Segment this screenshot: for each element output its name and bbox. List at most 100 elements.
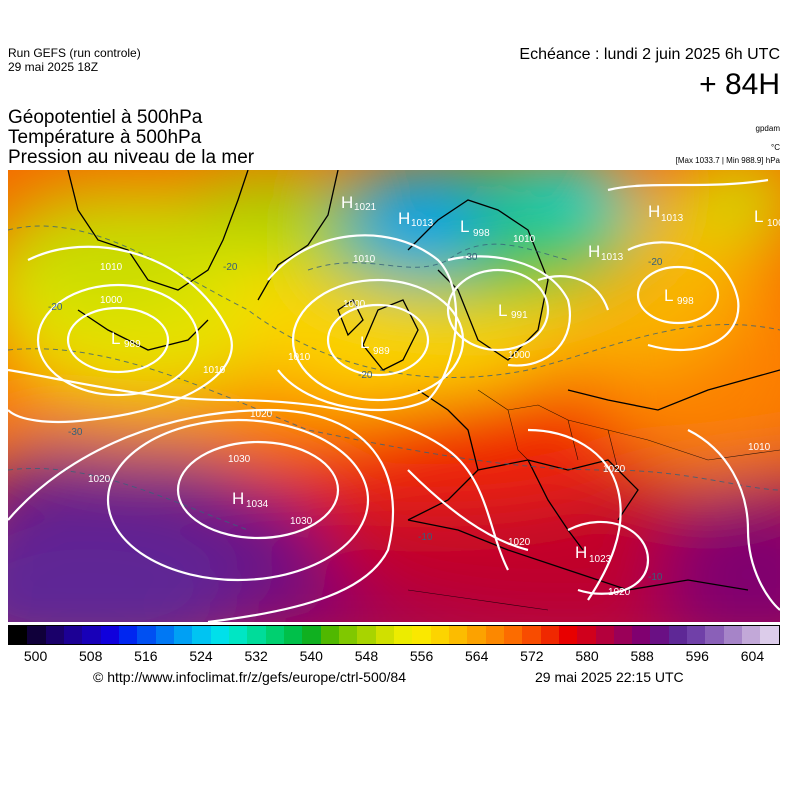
pressure-center: L 989 <box>360 333 390 357</box>
color-swatch <box>412 626 431 644</box>
pressure-center: L 998 <box>664 286 694 307</box>
isotherm-label: -20 <box>223 262 238 273</box>
color-swatch <box>173 626 193 644</box>
color-swatch <box>302 626 321 644</box>
isotherm-label: -20 <box>648 257 663 268</box>
pressure-center-type: H <box>398 209 410 228</box>
isobar-labels: 1010 1000 1010 1010 1000 1020 1030 1030 … <box>88 234 771 598</box>
color-scale-tick: 532 <box>244 648 268 664</box>
color-swatch <box>9 626 28 644</box>
isotherm-label: -20 <box>48 302 63 313</box>
color-swatch <box>137 626 156 644</box>
color-swatch <box>742 626 761 644</box>
borders <box>407 389 780 611</box>
color-scale-tick: 556 <box>409 648 434 664</box>
pressure-center-type: H <box>232 489 244 508</box>
isobar-label: 1000 <box>508 350 531 361</box>
isobar-label: 1030 <box>228 454 251 465</box>
isobar-label: 1000 <box>343 299 366 310</box>
isobar-label: 1020 <box>250 409 273 420</box>
pressure-center-type: H <box>588 242 600 261</box>
color-scale-tick: 604 <box>740 648 765 664</box>
isobar-label: 1010 <box>748 442 771 453</box>
color-swatch <box>210 626 229 644</box>
color-swatch <box>540 626 559 644</box>
pressure-center-type: H <box>648 202 660 221</box>
isobars <box>8 178 780 622</box>
run-date: 29 mai 2025 18Z <box>8 60 99 74</box>
color-scale-tick: 580 <box>575 648 599 664</box>
title-temperature: Température à 500hPa <box>8 127 202 148</box>
color-swatch <box>247 626 266 644</box>
pressure-center: L 100 <box>754 207 780 229</box>
weather-map: 1010 1000 1010 1010 1000 1020 1030 1030 … <box>8 170 780 622</box>
color-swatch <box>228 626 248 644</box>
color-scale-tick: 564 <box>465 648 489 664</box>
pressure-center-type: L <box>460 217 469 236</box>
color-swatch <box>82 626 101 644</box>
color-scale-tick: 516 <box>134 648 158 664</box>
isobar-label: 1020 <box>508 537 531 548</box>
pressure-center-value: 998 <box>473 228 490 239</box>
color-swatch <box>687 626 706 644</box>
pressure-center-value: 1013 <box>601 252 624 263</box>
color-scale <box>8 625 780 645</box>
isobar-label: 1010 <box>288 352 311 363</box>
isotherms <box>8 225 780 531</box>
pressure-center: L 998 <box>460 217 490 239</box>
isotherm-label: -30 <box>463 252 478 263</box>
pressure-center-value: 100 <box>767 218 780 229</box>
color-swatch <box>522 626 541 644</box>
pressure-center: H 1021 <box>341 193 377 213</box>
isotherm-labels: -20 -30 -20 -10 -20 -10 -30 -20 <box>48 252 663 583</box>
color-swatch <box>155 626 174 644</box>
color-swatch <box>45 626 64 644</box>
pressure-center-value: 989 <box>373 346 390 357</box>
color-swatch <box>320 626 339 644</box>
run-info: Run GEFS (run controle) 29 mai 2025 18Z <box>8 46 141 74</box>
pressure-center-value: 991 <box>511 310 528 321</box>
color-swatch <box>118 626 138 644</box>
isobar-label: 1020 <box>88 474 111 485</box>
pressure-center-value: 989 <box>124 339 141 350</box>
color-swatch <box>467 626 486 644</box>
pressure-center-value: 1023 <box>589 554 612 565</box>
pressure-center: H 1013 <box>398 209 434 229</box>
color-swatch <box>503 626 523 644</box>
pressure-max-min: [Max 1033.7 | Min 988.9] hPa <box>675 156 780 165</box>
color-scale-tick: 540 <box>299 648 323 664</box>
isobar-label: 1020 <box>603 464 626 475</box>
pressure-center-type: L <box>111 329 120 348</box>
color-swatch <box>650 626 669 644</box>
color-swatch <box>668 626 688 644</box>
color-swatch <box>192 626 211 644</box>
color-scale-tick: 500 <box>23 648 48 664</box>
color-swatch <box>357 626 376 644</box>
pressure-center-type: L <box>360 333 369 352</box>
color-swatch <box>577 626 596 644</box>
pressure-center-value: 1021 <box>354 202 377 213</box>
color-swatch <box>632 626 651 644</box>
color-swatch <box>723 626 743 644</box>
map-titles: Géopotentiel à 500hPa Température à 500h… <box>8 108 254 168</box>
lead-time: + 84H <box>699 68 780 101</box>
pressure-center-value: 1034 <box>246 499 269 510</box>
pressure-center-type: L <box>498 301 507 320</box>
generated-time: 29 mai 2025 22:15 UTC <box>535 669 684 685</box>
color-scale-tick: 588 <box>630 648 654 664</box>
color-swatch <box>27 626 46 644</box>
color-scale-tick: 548 <box>354 648 379 664</box>
forecast-valid-time: Echéance : lundi 2 juin 2025 6h UTC <box>519 46 780 63</box>
title-pressure: Pression au niveau de la mer <box>8 147 255 168</box>
run-name: Run GEFS (run controle) <box>8 46 141 60</box>
color-swatch <box>338 626 358 644</box>
isobar-label: 1010 <box>100 262 123 273</box>
color-swatch <box>430 626 449 644</box>
pressure-center-value: 1013 <box>661 213 684 224</box>
pressure-center-type: H <box>575 543 587 562</box>
isotherm-label: -20 <box>358 370 373 381</box>
isobar-label: 1010 <box>353 254 376 265</box>
color-swatch <box>595 626 614 644</box>
color-swatch <box>265 626 284 644</box>
